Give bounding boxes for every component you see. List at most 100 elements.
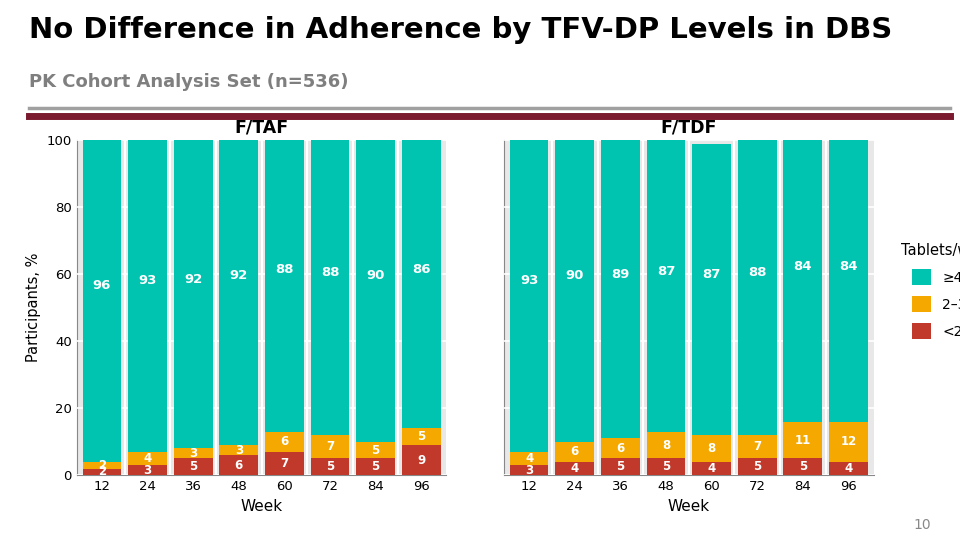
Text: PK Cohort Analysis Set (n=536): PK Cohort Analysis Set (n=536): [29, 73, 348, 91]
Bar: [555, 442, 594, 462]
Text: 7: 7: [326, 440, 334, 453]
Bar: [829, 422, 868, 462]
Text: 88: 88: [321, 266, 339, 280]
Bar: [356, 458, 396, 475]
Bar: [128, 452, 167, 465]
Text: 2: 2: [98, 465, 106, 478]
X-axis label: Week: Week: [241, 498, 282, 514]
Bar: [738, 140, 777, 435]
Text: 3: 3: [525, 464, 533, 477]
Bar: [601, 438, 639, 458]
Text: 92: 92: [184, 273, 203, 286]
Text: 5: 5: [372, 443, 380, 457]
Text: 84: 84: [794, 260, 812, 273]
Text: 12: 12: [840, 435, 856, 448]
Text: 88: 88: [748, 266, 766, 280]
Bar: [402, 445, 441, 475]
Text: 8: 8: [661, 438, 670, 451]
Text: 92: 92: [229, 269, 248, 282]
Bar: [692, 462, 731, 475]
Bar: [402, 140, 441, 428]
Bar: [174, 140, 212, 448]
Bar: [174, 448, 212, 458]
Text: 6: 6: [234, 458, 243, 471]
Bar: [783, 458, 823, 475]
Text: 93: 93: [520, 274, 539, 287]
Text: 7: 7: [280, 457, 288, 470]
Text: 90: 90: [367, 269, 385, 282]
Text: 10: 10: [914, 518, 931, 532]
Bar: [83, 140, 121, 462]
Bar: [555, 462, 594, 475]
Bar: [265, 137, 303, 431]
Bar: [647, 431, 685, 458]
Bar: [83, 469, 121, 475]
Text: 86: 86: [412, 264, 430, 276]
Text: 5: 5: [616, 460, 625, 474]
Bar: [220, 455, 258, 475]
Text: 6: 6: [280, 435, 289, 448]
Bar: [647, 458, 685, 475]
Bar: [265, 431, 303, 452]
Text: 7: 7: [754, 440, 761, 453]
Text: 4: 4: [708, 462, 716, 475]
Bar: [265, 452, 303, 475]
Bar: [555, 140, 594, 442]
Bar: [311, 435, 349, 458]
Text: 4: 4: [570, 462, 579, 475]
Bar: [510, 452, 548, 465]
Text: 3: 3: [143, 464, 152, 477]
Text: 87: 87: [657, 265, 675, 278]
Text: 90: 90: [565, 269, 584, 282]
Text: 11: 11: [795, 434, 811, 447]
Text: 5: 5: [189, 460, 198, 474]
Text: 9: 9: [418, 454, 425, 467]
Text: 87: 87: [703, 268, 721, 281]
Bar: [510, 465, 548, 475]
Bar: [128, 465, 167, 475]
Text: 88: 88: [276, 263, 294, 276]
Text: 89: 89: [612, 268, 630, 281]
Text: 2: 2: [98, 458, 106, 471]
Bar: [692, 144, 731, 435]
Bar: [83, 462, 121, 469]
Bar: [220, 445, 258, 455]
Text: 8: 8: [708, 442, 716, 455]
Bar: [601, 140, 639, 438]
Text: 6: 6: [616, 442, 625, 455]
Title: F/TDF: F/TDF: [660, 118, 717, 136]
Bar: [738, 435, 777, 458]
Bar: [783, 140, 823, 422]
Bar: [829, 140, 868, 422]
Y-axis label: Participants, %: Participants, %: [26, 253, 41, 362]
Text: 5: 5: [799, 460, 807, 474]
Bar: [311, 458, 349, 475]
Text: 5: 5: [661, 460, 670, 474]
Text: 3: 3: [235, 443, 243, 457]
Bar: [601, 458, 639, 475]
Bar: [510, 140, 548, 452]
Text: 4: 4: [143, 452, 152, 465]
Text: 84: 84: [839, 260, 857, 273]
Bar: [174, 458, 212, 475]
Bar: [128, 140, 167, 452]
Title: F/TAF: F/TAF: [234, 118, 289, 136]
X-axis label: Week: Week: [668, 498, 709, 514]
Bar: [829, 462, 868, 475]
Text: 5: 5: [372, 460, 380, 474]
Bar: [692, 435, 731, 462]
Text: 4: 4: [845, 462, 852, 475]
Text: 5: 5: [325, 460, 334, 474]
Text: 6: 6: [570, 446, 579, 458]
Bar: [402, 428, 441, 445]
Text: 96: 96: [93, 279, 111, 292]
Text: 5: 5: [418, 430, 425, 443]
Bar: [738, 458, 777, 475]
Text: 4: 4: [525, 452, 533, 465]
Bar: [311, 140, 349, 435]
Bar: [783, 422, 823, 458]
Text: 93: 93: [138, 274, 156, 287]
Text: 3: 3: [189, 447, 197, 460]
Bar: [356, 442, 396, 458]
Legend: ≥4, 2–3, <2: ≥4, 2–3, <2: [896, 237, 960, 345]
